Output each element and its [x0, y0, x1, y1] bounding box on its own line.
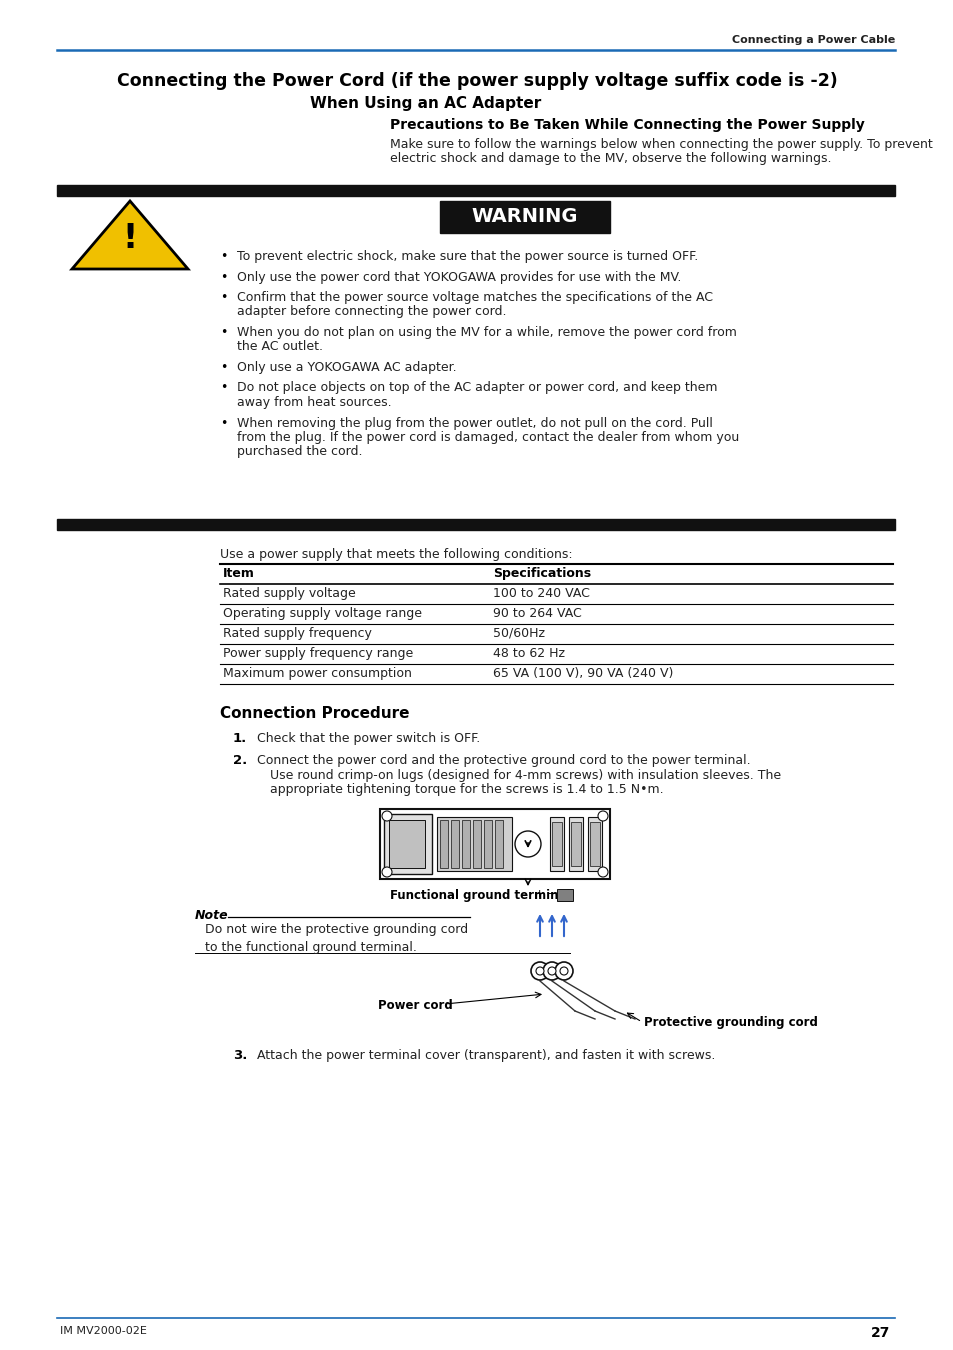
Bar — [495, 819, 502, 868]
Text: appropriate tightening torque for the screws is 1.4 to 1.5 N•m.: appropriate tightening torque for the sc… — [270, 783, 663, 796]
Bar — [568, 817, 582, 871]
Text: Do not wire the protective grounding cord
to the functional ground terminal.: Do not wire the protective grounding cor… — [205, 923, 468, 954]
Bar — [483, 819, 492, 868]
Text: 2.: 2. — [233, 755, 247, 767]
Text: •: • — [220, 270, 227, 284]
Text: +: + — [535, 890, 544, 899]
Bar — [571, 822, 580, 865]
Bar — [557, 890, 573, 900]
Text: •: • — [220, 250, 227, 263]
Text: Power supply frequency range: Power supply frequency range — [223, 647, 413, 660]
Text: •: • — [220, 382, 227, 394]
Text: 100 to 240 VAC: 100 to 240 VAC — [493, 587, 589, 599]
Text: 1.: 1. — [233, 732, 247, 745]
Text: 65 VA (100 V), 90 VA (240 V): 65 VA (100 V), 90 VA (240 V) — [493, 667, 673, 680]
Bar — [389, 819, 424, 868]
Bar — [473, 819, 480, 868]
Text: !: ! — [122, 221, 137, 255]
Text: To prevent electric shock, make sure that the power source is turned OFF.: To prevent electric shock, make sure tha… — [236, 250, 698, 263]
Text: Note: Note — [194, 909, 229, 922]
Bar — [550, 817, 563, 871]
Text: IM MV2000-02E: IM MV2000-02E — [60, 1326, 147, 1336]
Circle shape — [542, 963, 560, 980]
Circle shape — [381, 811, 392, 821]
Bar — [552, 822, 561, 865]
Text: WARNING: WARNING — [471, 208, 578, 227]
Text: 3.: 3. — [233, 1049, 247, 1062]
Bar — [384, 814, 432, 873]
Bar — [57, 518, 894, 531]
Text: Precautions to Be Taken While Connecting the Power Supply: Precautions to Be Taken While Connecting… — [390, 117, 863, 132]
Text: Rated supply frequency: Rated supply frequency — [223, 626, 372, 640]
Circle shape — [598, 867, 607, 878]
Circle shape — [555, 963, 573, 980]
Polygon shape — [71, 201, 188, 269]
Text: the AC outlet.: the AC outlet. — [236, 340, 323, 354]
Text: Only use a YOKOGAWA AC adapter.: Only use a YOKOGAWA AC adapter. — [236, 360, 456, 374]
Text: Connecting the Power Cord (if the power supply voltage suffix code is -2): Connecting the Power Cord (if the power … — [116, 72, 837, 90]
Text: •: • — [220, 292, 227, 304]
Text: •: • — [220, 360, 227, 374]
Bar — [439, 819, 448, 868]
Text: Functional ground terminal: Functional ground terminal — [390, 890, 570, 902]
Text: Attach the power terminal cover (transparent), and fasten it with screws.: Attach the power terminal cover (transpa… — [256, 1049, 715, 1062]
Text: Specifications: Specifications — [493, 567, 591, 580]
Text: •: • — [220, 325, 227, 339]
Text: Protective grounding cord: Protective grounding cord — [643, 1017, 817, 1029]
Text: Use a power supply that meets the following conditions:: Use a power supply that meets the follow… — [220, 548, 572, 562]
Bar — [379, 809, 609, 879]
Text: from the plug. If the power cord is damaged, contact the dealer from whom you: from the plug. If the power cord is dama… — [236, 431, 739, 444]
Text: 27: 27 — [870, 1326, 889, 1341]
Text: Connection Procedure: Connection Procedure — [220, 706, 409, 721]
Bar — [57, 185, 894, 196]
Circle shape — [598, 811, 607, 821]
Circle shape — [547, 967, 556, 975]
Text: Operating supply voltage range: Operating supply voltage range — [223, 608, 421, 620]
Circle shape — [381, 867, 392, 878]
Text: •: • — [220, 417, 227, 429]
Circle shape — [531, 963, 548, 980]
Text: Check that the power switch is OFF.: Check that the power switch is OFF. — [256, 732, 479, 745]
Bar — [439, 201, 609, 234]
Text: When Using an AC Adapter: When Using an AC Adapter — [310, 96, 540, 111]
Text: purchased the cord.: purchased the cord. — [236, 446, 362, 459]
Text: Connecting a Power Cable: Connecting a Power Cable — [731, 35, 894, 45]
Text: Make sure to follow the warnings below when connecting the power supply. To prev: Make sure to follow the warnings below w… — [390, 138, 932, 151]
Bar — [461, 819, 470, 868]
Circle shape — [536, 967, 543, 975]
Text: Maximum power consumption: Maximum power consumption — [223, 667, 412, 680]
Text: Rated supply voltage: Rated supply voltage — [223, 587, 355, 599]
Bar — [587, 817, 601, 871]
Text: 50/60Hz: 50/60Hz — [493, 626, 544, 640]
Text: Do not place objects on top of the AC adapter or power cord, and keep them: Do not place objects on top of the AC ad… — [236, 382, 717, 394]
Text: Connect the power cord and the protective ground cord to the power terminal.: Connect the power cord and the protectiv… — [256, 755, 750, 767]
Circle shape — [515, 832, 540, 857]
Text: −: − — [546, 890, 556, 899]
Text: adapter before connecting the power cord.: adapter before connecting the power cord… — [236, 305, 506, 319]
Text: 48 to 62 Hz: 48 to 62 Hz — [493, 647, 564, 660]
Text: Power cord: Power cord — [377, 999, 452, 1012]
Text: Only use the power cord that YOKOGAWA provides for use with the MV.: Only use the power cord that YOKOGAWA pr… — [236, 270, 680, 284]
Text: Item: Item — [223, 567, 254, 580]
Text: Confirm that the power source voltage matches the specifications of the AC: Confirm that the power source voltage ma… — [236, 292, 712, 304]
Text: 90 to 264 VAC: 90 to 264 VAC — [493, 608, 581, 620]
Bar — [436, 817, 512, 871]
Text: away from heat sources.: away from heat sources. — [236, 396, 392, 409]
Bar — [451, 819, 458, 868]
Text: Use round crimp-on lugs (designed for 4-mm screws) with insulation sleeves. The: Use round crimp-on lugs (designed for 4-… — [270, 769, 781, 782]
Bar — [589, 822, 599, 865]
Circle shape — [559, 967, 567, 975]
Text: electric shock and damage to the MV, observe the following warnings.: electric shock and damage to the MV, obs… — [390, 153, 831, 165]
Text: When removing the plug from the power outlet, do not pull on the cord. Pull: When removing the plug from the power ou… — [236, 417, 712, 429]
Text: When you do not plan on using the MV for a while, remove the power cord from: When you do not plan on using the MV for… — [236, 325, 736, 339]
